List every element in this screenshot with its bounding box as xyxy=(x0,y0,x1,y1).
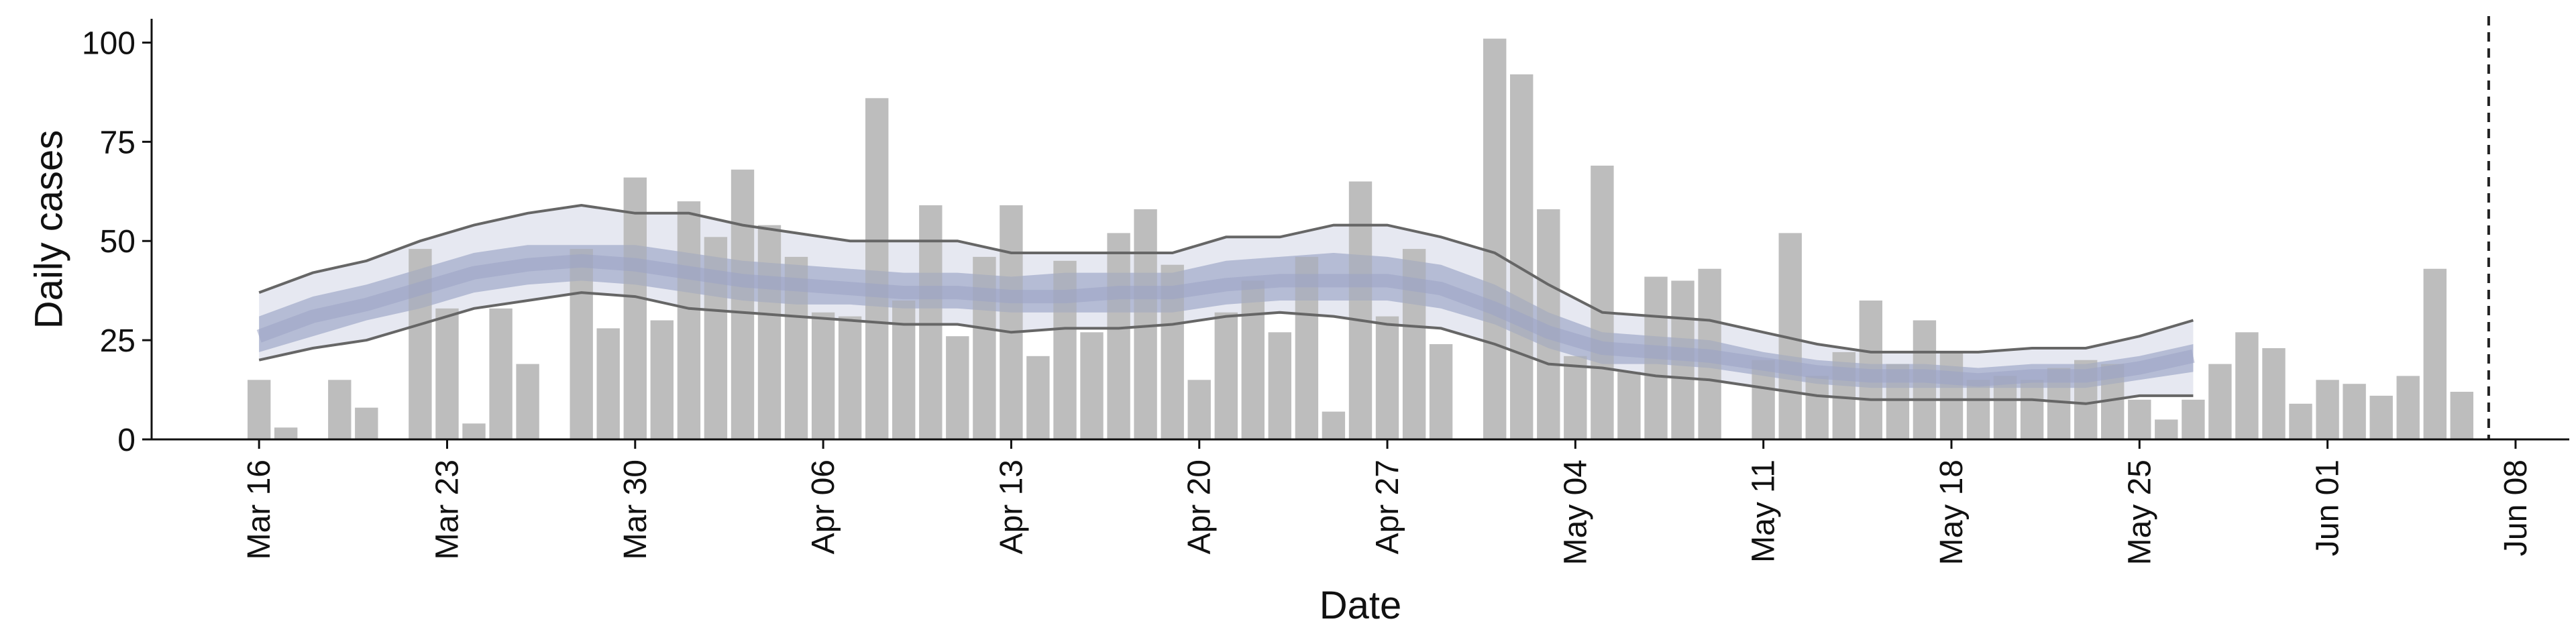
x-tick-label: Jun 01 xyxy=(2310,460,2346,556)
bar xyxy=(248,380,271,439)
bar xyxy=(1591,165,1614,439)
bar xyxy=(1000,205,1023,439)
x-tick-label: Mar 23 xyxy=(429,460,465,559)
bar xyxy=(731,169,755,440)
x-tick-label: Mar 30 xyxy=(618,460,653,559)
bar xyxy=(623,177,647,439)
bar xyxy=(1241,280,1265,439)
bar xyxy=(892,301,916,439)
bar xyxy=(2128,399,2151,439)
bar xyxy=(757,225,782,439)
x-tick-label: May 25 xyxy=(2122,460,2157,565)
bound-line-layer xyxy=(258,203,2194,405)
bar xyxy=(1375,316,1399,439)
x-tick-label: May 18 xyxy=(1934,460,1970,565)
bar xyxy=(1939,352,1964,439)
bar xyxy=(1752,360,1775,439)
x-tick-label: Mar 16 xyxy=(241,460,277,559)
bar xyxy=(462,423,486,439)
bar xyxy=(1993,376,2017,439)
bar xyxy=(1134,209,1157,439)
bar xyxy=(489,308,513,439)
bar xyxy=(1322,411,1346,439)
bar xyxy=(1187,380,1211,439)
x-tick-label: Apr 06 xyxy=(806,460,841,554)
bar xyxy=(2155,419,2178,439)
bar xyxy=(2316,380,2339,439)
bar xyxy=(865,98,889,440)
bar xyxy=(1268,332,1291,439)
x-tick-label: May 04 xyxy=(1558,460,1593,565)
y-axis-title: Daily cases xyxy=(27,130,70,329)
x-tick-label: Apr 13 xyxy=(994,460,1029,554)
bar xyxy=(650,320,674,439)
axes xyxy=(150,19,2569,441)
x-axis-ticks: Mar 16 Mar 23 Mar 30 Apr 06 Apr 13 Apr 20 Apr … xyxy=(241,439,2534,565)
x-tick-label: May 11 xyxy=(1746,460,1782,563)
bar xyxy=(2208,364,2232,439)
bar xyxy=(570,249,593,439)
bar xyxy=(2396,376,2420,439)
y-tick-label: 75 xyxy=(100,125,136,160)
y-tick-label: 0 xyxy=(117,423,136,458)
bar xyxy=(1483,38,1507,440)
bar xyxy=(435,308,459,439)
median-line xyxy=(256,254,2195,387)
bar xyxy=(1805,376,1829,439)
bar xyxy=(946,336,969,439)
bar xyxy=(1966,380,1990,439)
bar xyxy=(2182,399,2205,439)
lower-bound-line xyxy=(258,291,2194,405)
bar xyxy=(677,201,701,439)
bar xyxy=(274,427,298,439)
median-band-layer xyxy=(256,245,2195,388)
bar xyxy=(328,380,352,439)
bar xyxy=(2020,380,2044,439)
x-tick-label: Apr 27 xyxy=(1370,460,1405,554)
bar xyxy=(2423,268,2447,439)
bar xyxy=(811,312,835,439)
upper-bound-line xyxy=(258,203,2194,354)
bar xyxy=(1026,356,1050,439)
y-tick-label: 100 xyxy=(82,25,136,61)
bar xyxy=(1080,332,1104,439)
bar xyxy=(2289,403,2312,439)
x-axis-title: Date xyxy=(1320,584,1402,627)
bar xyxy=(1429,344,1453,439)
bar xyxy=(355,407,378,439)
bar xyxy=(1214,312,1238,439)
bar xyxy=(919,205,943,439)
y-tick-label: 50 xyxy=(100,224,136,260)
y-axis-ticks: 0 25 50 75 100 xyxy=(82,25,152,458)
bar xyxy=(1348,181,1373,439)
y-tick-label: 25 xyxy=(100,323,136,359)
bar xyxy=(1564,356,1587,439)
bar xyxy=(1510,74,1534,440)
bar xyxy=(1107,233,1130,439)
bar xyxy=(2235,332,2259,439)
bar xyxy=(2262,348,2286,439)
bar xyxy=(516,364,539,439)
bar xyxy=(2450,392,2473,439)
x-tick-label: Apr 20 xyxy=(1182,460,1218,554)
bar xyxy=(2369,395,2393,439)
bar xyxy=(1617,372,1641,439)
bar xyxy=(2343,384,2366,439)
x-tick-label: Jun 08 xyxy=(2498,460,2534,556)
bar xyxy=(596,328,620,439)
bar xyxy=(838,316,862,439)
